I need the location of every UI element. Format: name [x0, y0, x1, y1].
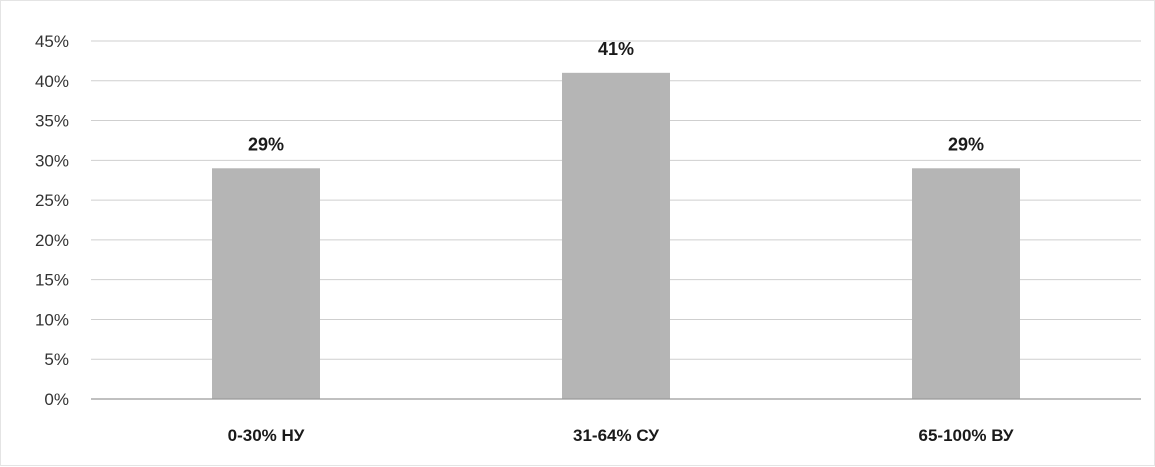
y-tick-label: 20% — [35, 231, 69, 250]
category-labels: 0-30% НУ 31-64% СУ 65-100% ВУ — [228, 426, 1014, 445]
bar — [912, 168, 1020, 399]
bar — [212, 168, 320, 399]
data-label: 41% — [598, 39, 634, 59]
y-tick-label: 25% — [35, 191, 69, 210]
y-tick-label: 45% — [35, 32, 69, 51]
y-tick-label: 0% — [44, 390, 69, 409]
category-label: 0-30% НУ — [228, 426, 305, 445]
category-label: 65-100% ВУ — [919, 426, 1014, 445]
category-label: 31-64% СУ — [573, 426, 659, 445]
y-tick-label: 40% — [35, 72, 69, 91]
bars — [212, 72, 1020, 400]
bar — [562, 72, 670, 400]
y-tick-label: 30% — [35, 151, 69, 170]
data-labels: 29% 41% 29% — [248, 39, 984, 154]
data-label: 29% — [948, 134, 984, 154]
data-label: 29% — [248, 134, 284, 154]
y-tick-label: 5% — [44, 350, 69, 369]
y-axis-tick-labels: 0% 5% 10% 15% 20% 25% 30% 35% 40% 45% — [35, 32, 69, 409]
y-tick-label: 35% — [35, 112, 69, 131]
y-tick-label: 10% — [35, 310, 69, 329]
y-tick-label: 15% — [35, 271, 69, 290]
